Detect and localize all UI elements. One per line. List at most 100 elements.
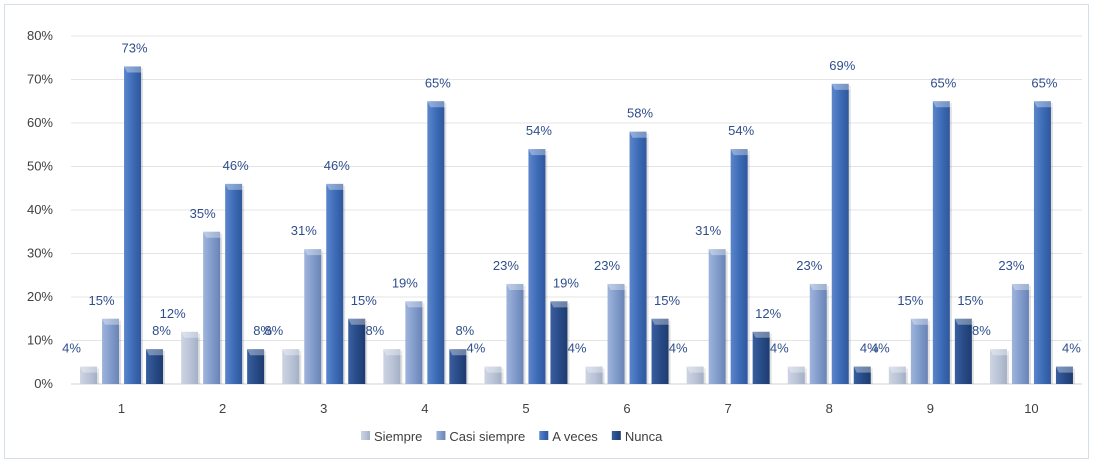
chart-frame: 0% 10% 20% 30% 40% 50% 60% 70% 80% 4% 15% 73% 8% 12%… bbox=[4, 4, 1089, 459]
bar-cap bbox=[405, 301, 426, 308]
bar-cap bbox=[484, 366, 505, 373]
bar-body bbox=[752, 331, 770, 384]
y-tick-label: 30% bbox=[27, 246, 53, 261]
x-tick-label: 10 bbox=[1024, 401, 1038, 416]
data-label: 23% bbox=[594, 258, 620, 273]
bar bbox=[282, 349, 303, 384]
bar-body bbox=[954, 318, 972, 384]
bar-body bbox=[989, 349, 1007, 384]
bar bbox=[1055, 366, 1076, 384]
bar bbox=[225, 183, 246, 384]
bar-cap bbox=[629, 131, 650, 138]
bar-cap bbox=[910, 318, 931, 325]
bar bbox=[629, 131, 650, 384]
data-label: 15% bbox=[89, 293, 115, 308]
bar-cap bbox=[607, 283, 628, 290]
bar bbox=[989, 349, 1010, 384]
data-label: 15% bbox=[654, 293, 680, 308]
bar-body bbox=[1011, 283, 1029, 384]
bar-cap bbox=[427, 101, 448, 108]
bar-body bbox=[730, 149, 748, 384]
data-label: 15% bbox=[897, 293, 923, 308]
bar bbox=[831, 83, 852, 384]
data-label: 15% bbox=[957, 293, 983, 308]
bar-body bbox=[629, 131, 647, 384]
bar-body bbox=[80, 366, 98, 384]
data-label: 73% bbox=[122, 40, 148, 55]
bar-cap bbox=[326, 183, 347, 190]
legend-swatch bbox=[539, 431, 549, 440]
bar bbox=[383, 349, 404, 384]
bar bbox=[146, 349, 167, 384]
bar bbox=[304, 249, 325, 384]
x-tick-label: 7 bbox=[725, 401, 732, 416]
data-label: 8% bbox=[365, 323, 384, 338]
bar-cap bbox=[1055, 366, 1076, 373]
data-label: 8% bbox=[152, 323, 171, 338]
bar bbox=[651, 318, 672, 384]
bar-cap bbox=[708, 249, 729, 256]
data-label: 23% bbox=[796, 258, 822, 273]
data-label: 8% bbox=[455, 323, 474, 338]
data-label: 8% bbox=[264, 323, 283, 338]
bar bbox=[1011, 283, 1032, 384]
x-tick-label: 6 bbox=[623, 401, 630, 416]
data-label: 4% bbox=[871, 341, 890, 356]
bar-cap bbox=[888, 366, 909, 373]
bar bbox=[484, 366, 505, 384]
bar-cap bbox=[282, 349, 303, 356]
bar bbox=[427, 101, 448, 384]
data-label: 65% bbox=[1031, 75, 1057, 90]
bar-cap bbox=[102, 318, 123, 325]
data-label: 4% bbox=[770, 341, 789, 356]
y-tick-label: 0% bbox=[34, 376, 53, 391]
bar-cap bbox=[787, 366, 808, 373]
bar-body bbox=[831, 83, 849, 384]
data-label: 54% bbox=[728, 123, 754, 138]
bar-body bbox=[449, 349, 467, 384]
x-tick-label: 2 bbox=[219, 401, 226, 416]
data-label: 65% bbox=[930, 75, 956, 90]
bar bbox=[585, 366, 606, 384]
data-label: 15% bbox=[351, 293, 377, 308]
data-label: 23% bbox=[493, 258, 519, 273]
bar-cap bbox=[853, 366, 874, 373]
legend: Siempre Casi siempre A veces Nunca bbox=[361, 429, 663, 444]
bar-body bbox=[427, 101, 445, 384]
legend-label: Casi siempre bbox=[449, 429, 525, 444]
bar-cap bbox=[651, 318, 672, 325]
data-label: 58% bbox=[627, 106, 653, 121]
bar-cap bbox=[348, 318, 369, 325]
bar-body bbox=[348, 318, 366, 384]
bar-body bbox=[484, 366, 502, 384]
bar-body bbox=[888, 366, 906, 384]
bar bbox=[932, 101, 953, 384]
bar-body bbox=[585, 366, 603, 384]
x-tick-label: 8 bbox=[826, 401, 833, 416]
data-label: 19% bbox=[392, 275, 418, 290]
data-label: 8% bbox=[253, 323, 272, 338]
bar-cap bbox=[225, 183, 246, 190]
bar-cap bbox=[809, 283, 830, 290]
y-tick-label: 20% bbox=[27, 289, 53, 304]
y-tick-label: 40% bbox=[27, 202, 53, 217]
bar-body bbox=[528, 149, 546, 384]
y-tick-label: 10% bbox=[27, 333, 53, 348]
bar bbox=[607, 283, 628, 384]
data-label: 31% bbox=[291, 223, 317, 238]
bar-body bbox=[932, 101, 950, 384]
bar-body bbox=[1033, 101, 1051, 384]
bar-body bbox=[910, 318, 928, 384]
bar bbox=[405, 301, 426, 384]
bar-cap bbox=[80, 366, 101, 373]
bar-cap bbox=[932, 101, 953, 108]
legend-item: Casi siempre bbox=[436, 429, 525, 444]
data-label: 46% bbox=[223, 158, 249, 173]
bar-body bbox=[809, 283, 827, 384]
x-tick-label: 1 bbox=[118, 401, 125, 416]
bar-body bbox=[282, 349, 300, 384]
bar-cap bbox=[831, 83, 852, 90]
bar-body bbox=[247, 349, 265, 384]
bar-body bbox=[225, 183, 243, 384]
bar-cap bbox=[449, 349, 470, 356]
